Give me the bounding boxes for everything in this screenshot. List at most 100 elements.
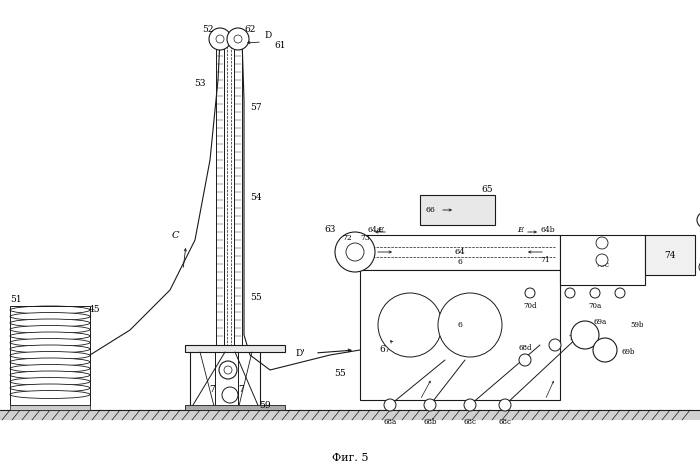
Text: 61: 61	[274, 41, 286, 50]
Text: 64: 64	[454, 248, 466, 256]
Circle shape	[596, 254, 608, 266]
Text: 63: 63	[324, 226, 336, 235]
Ellipse shape	[10, 371, 90, 379]
Ellipse shape	[10, 351, 90, 359]
Circle shape	[424, 399, 436, 411]
Text: 69b: 69b	[622, 348, 636, 356]
Text: 69a: 69a	[594, 318, 607, 326]
Text: E: E	[377, 226, 383, 234]
Text: 53: 53	[195, 79, 206, 88]
Circle shape	[615, 288, 625, 298]
Text: 71: 71	[540, 256, 550, 264]
Bar	[420, 195, 495, 225]
Bar	[185, 345, 285, 352]
Text: Фиг. 5: Фиг. 5	[332, 453, 368, 463]
Bar	[234, 42, 242, 345]
Text: 6: 6	[425, 206, 430, 214]
Text: 59: 59	[259, 400, 271, 409]
Circle shape	[571, 321, 599, 349]
Ellipse shape	[10, 390, 90, 398]
Circle shape	[224, 366, 232, 374]
Circle shape	[464, 399, 476, 411]
Text: 65: 65	[481, 186, 493, 195]
Text: 68a: 68a	[384, 418, 397, 426]
Ellipse shape	[10, 365, 90, 373]
Text: 68b: 68b	[424, 418, 437, 426]
Circle shape	[697, 212, 700, 228]
Circle shape	[234, 35, 242, 43]
Text: 67: 67	[379, 346, 391, 355]
Ellipse shape	[10, 332, 90, 340]
Bar	[10, 405, 90, 410]
Bar	[185, 405, 285, 410]
Text: 70d: 70d	[524, 302, 537, 310]
Circle shape	[699, 261, 700, 273]
Text: D': D'	[295, 349, 305, 357]
Ellipse shape	[10, 312, 90, 320]
Circle shape	[593, 338, 617, 362]
Text: 6: 6	[458, 258, 463, 266]
Text: 62: 62	[244, 25, 256, 34]
Text: 57: 57	[250, 104, 262, 113]
Text: 7: 7	[238, 385, 244, 395]
Text: C: C	[172, 230, 178, 239]
Bar	[560, 235, 645, 285]
Text: 6: 6	[430, 206, 435, 214]
Text: 64a: 64a	[368, 226, 382, 234]
Bar	[216, 42, 224, 345]
Bar	[360, 270, 560, 400]
Text: 68c: 68c	[498, 418, 512, 426]
Bar	[360, 235, 560, 270]
Ellipse shape	[10, 319, 90, 327]
Text: 51: 51	[10, 295, 22, 304]
Text: 70b: 70b	[568, 334, 582, 342]
Circle shape	[209, 28, 231, 50]
Circle shape	[549, 339, 561, 351]
Text: 70c: 70c	[595, 261, 609, 269]
Ellipse shape	[10, 339, 90, 347]
Circle shape	[378, 293, 442, 357]
Text: 72: 72	[342, 234, 352, 242]
Text: 7: 7	[209, 385, 215, 395]
Circle shape	[499, 399, 511, 411]
Text: 55: 55	[250, 293, 262, 302]
Ellipse shape	[10, 358, 90, 366]
Text: 70a: 70a	[589, 302, 601, 310]
Ellipse shape	[10, 345, 90, 353]
Text: 45: 45	[89, 306, 101, 315]
Text: 66: 66	[337, 249, 348, 257]
Text: 74: 74	[664, 251, 676, 260]
Text: 68d: 68d	[518, 344, 532, 352]
Text: 64b: 64b	[540, 226, 555, 234]
Ellipse shape	[10, 306, 90, 314]
Circle shape	[227, 28, 249, 50]
Circle shape	[219, 361, 237, 379]
Circle shape	[590, 288, 600, 298]
Text: 73: 73	[360, 234, 370, 242]
Bar	[10, 306, 90, 405]
Circle shape	[222, 387, 238, 403]
Text: 52: 52	[202, 25, 214, 34]
Text: 68c: 68c	[463, 418, 477, 426]
Ellipse shape	[10, 384, 90, 392]
Circle shape	[438, 293, 502, 357]
Text: 54: 54	[250, 194, 262, 203]
Text: F: F	[362, 248, 368, 256]
Circle shape	[596, 237, 608, 249]
Circle shape	[216, 35, 224, 43]
Circle shape	[525, 288, 535, 298]
Text: 55: 55	[334, 368, 346, 377]
Circle shape	[335, 232, 375, 272]
Ellipse shape	[10, 377, 90, 385]
Ellipse shape	[10, 325, 90, 333]
Text: 6: 6	[458, 321, 463, 329]
Circle shape	[384, 399, 396, 411]
Text: 59b: 59b	[630, 321, 643, 329]
Circle shape	[565, 288, 575, 298]
Bar	[0, 410, 700, 420]
Circle shape	[346, 243, 364, 261]
Text: E: E	[517, 226, 523, 234]
Circle shape	[519, 354, 531, 366]
Bar	[645, 235, 695, 275]
Text: D: D	[264, 32, 272, 41]
